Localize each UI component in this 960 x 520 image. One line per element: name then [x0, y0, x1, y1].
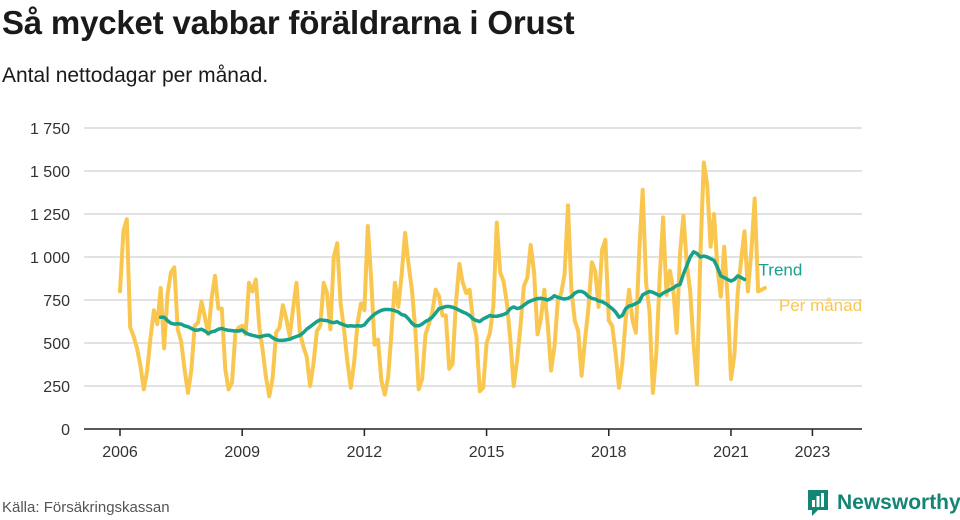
y-axis-ticks: 0 250 500 750 1 000 1 250 1 500 1 750: [30, 121, 70, 439]
x-tick-label: 2015: [469, 444, 505, 461]
chart-series: [118, 160, 767, 399]
brand-name: Newsworthy: [837, 491, 960, 514]
x-tick-label: 2009: [224, 444, 260, 461]
y-tick-label: 0: [61, 422, 70, 439]
x-tick-label: 2018: [591, 444, 627, 461]
chart-subtitle: Antal nettodagar per månad.: [2, 64, 269, 87]
y-tick-label: 1 000: [30, 250, 70, 267]
brand-logo[interactable]: Newsworthy: [806, 488, 960, 518]
y-tick-label: 1 250: [30, 207, 70, 224]
chart-gridlines: [84, 127, 862, 387]
series-line-trend: [158, 250, 747, 343]
legend-label: Per månad: [779, 296, 862, 315]
y-tick-label: 1 500: [30, 164, 70, 181]
chart-legend: Per månad Trend: [759, 260, 863, 315]
x-tick-label: 2021: [713, 444, 749, 461]
x-tick-label: 2012: [347, 444, 383, 461]
newsworthy-logo-icon: [808, 490, 828, 516]
x-tick-label: 2006: [102, 444, 138, 461]
legend-label: Trend: [759, 260, 803, 279]
x-axis: 2006 2009 2012 2015 2018 2021 2023: [84, 428, 862, 461]
y-tick-label: 750: [43, 293, 70, 310]
y-tick-label: 1 750: [30, 121, 70, 138]
chart-title: Så mycket vabbar föräldrarna i Orust: [2, 4, 575, 41]
series-line-per-manad: [118, 160, 767, 399]
x-tick-label: 2023: [795, 444, 831, 461]
source-note: Källa: Försäkringskassan: [2, 499, 170, 516]
y-tick-label: 500: [43, 336, 70, 353]
y-tick-label: 250: [43, 379, 70, 396]
